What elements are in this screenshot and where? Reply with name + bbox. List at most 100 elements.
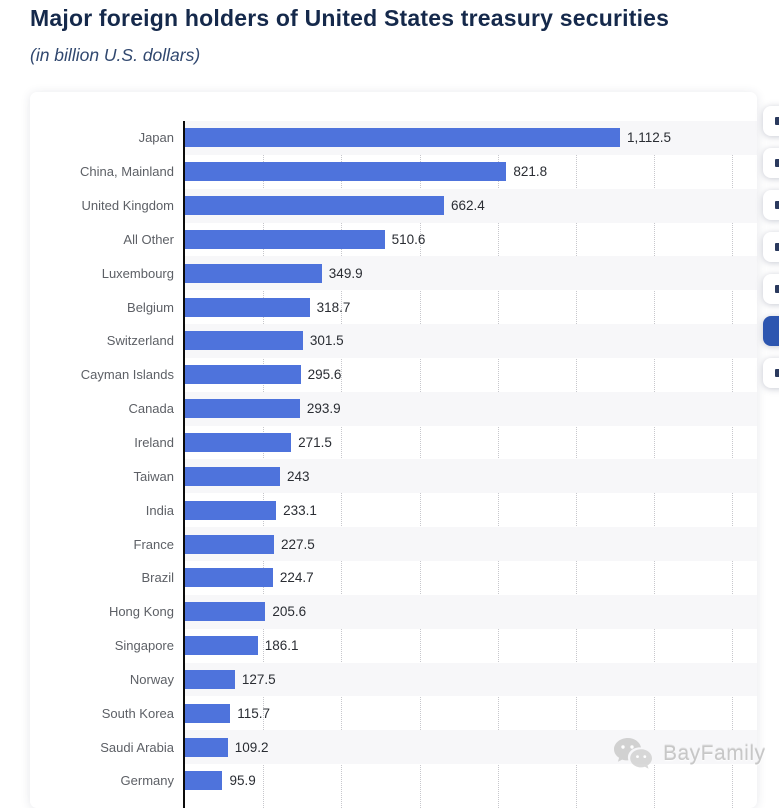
category-label: Norway (30, 662, 183, 697)
page-title: Major foreign holders of United States t… (30, 5, 670, 31)
plot-cell: 295.6 (183, 358, 757, 392)
category-label: France (30, 527, 183, 561)
tool-icon (775, 243, 779, 251)
value-label: 224.7 (279, 570, 314, 586)
tool-icon (775, 285, 779, 293)
bar[interactable] (185, 229, 385, 249)
value-label: 662.4 (450, 198, 485, 214)
toolbar-button-5[interactable] (763, 274, 779, 304)
value-label: 301.5 (309, 333, 344, 349)
plot-cell: 349.9 (183, 256, 757, 291)
category-label: South Korea (30, 696, 183, 731)
toolbar-button-4[interactable] (763, 232, 779, 262)
plot-cell: 271.5 (183, 426, 757, 460)
chart-row: Ireland 271.5 (30, 425, 757, 460)
bar[interactable] (185, 128, 620, 148)
plot-cell: 127.5 (183, 662, 757, 697)
chart-toolbar (763, 0, 779, 798)
value-label: 243 (287, 468, 310, 484)
value-label: 227.5 (280, 536, 315, 552)
chart-row: Taiwan 243 (30, 459, 757, 494)
toolbar-button-7[interactable] (763, 358, 779, 388)
plot-cell: 301.5 (183, 324, 757, 358)
chart-row: South Korea 115.7 (30, 696, 757, 731)
plot-cell: 205.6 (183, 594, 757, 629)
toolbar-button-3[interactable] (763, 190, 779, 220)
chart-row: Belgium 318.7 (30, 290, 757, 325)
chart-row: Brazil 224.7 (30, 560, 757, 595)
toolbar-button-1[interactable] (763, 106, 779, 136)
chart-row: United Kingdom 662.4 (30, 188, 757, 223)
bar[interactable] (185, 602, 266, 622)
chart-card: Japan 1,112.5 China, Mainland 821.8 United K… (30, 92, 757, 808)
bar[interactable] (185, 433, 292, 453)
category-label: Germany (30, 764, 183, 798)
plot-cell: 662.4 (183, 188, 757, 223)
category-label: India (30, 493, 183, 528)
category-label: Singapore (30, 628, 183, 663)
category-label: Japan (30, 121, 183, 155)
category-label: China, Mainland (30, 154, 183, 189)
bar[interactable] (185, 263, 322, 283)
value-label: 271.5 (298, 435, 332, 451)
value-label: 95.9 (229, 773, 256, 789)
chart-row: Norway 127.5 (30, 662, 757, 697)
chart-row: Canada 293.9 (30, 391, 757, 426)
value-label: 295.6 (307, 367, 342, 383)
chart-rows: Japan 1,112.5 China, Mainland 821.8 United K… (30, 121, 757, 798)
plot-cell: 510.6 (183, 223, 757, 257)
bar[interactable] (185, 297, 310, 317)
bar[interactable] (185, 196, 444, 216)
y-axis-line (183, 121, 185, 808)
category-label: Cayman Islands (30, 357, 183, 392)
value-label: 127.5 (241, 671, 276, 687)
category-label: Brazil (30, 560, 183, 595)
category-label: Canada (30, 391, 183, 426)
plot-cell: 186.1 (183, 629, 757, 663)
toolbar-button-6[interactable] (763, 316, 779, 346)
category-label: Taiwan (30, 459, 183, 494)
plot-cell: 115.7 (183, 696, 757, 730)
wechat-icon (612, 736, 654, 772)
category-label: Saudi Arabia (30, 730, 183, 765)
tool-icon (775, 159, 779, 167)
tool-icon (775, 369, 779, 377)
bar[interactable] (185, 737, 228, 757)
bar[interactable] (185, 534, 274, 554)
value-label: 349.9 (328, 265, 363, 281)
bar[interactable] (185, 771, 223, 791)
value-label: 186.1 (264, 638, 299, 654)
chart-row: Luxembourg 349.9 (30, 256, 757, 291)
chart-row: Cayman Islands 295.6 (30, 357, 757, 392)
bar[interactable] (185, 636, 258, 656)
chart-row: Japan 1,112.5 (30, 121, 757, 155)
plot-cell: 227.5 (183, 527, 757, 561)
tool-icon (775, 117, 779, 125)
bar[interactable] (185, 399, 300, 419)
watermark: BayFamily (612, 736, 766, 772)
bar[interactable] (185, 703, 231, 723)
plot-cell: 293.9 (183, 391, 757, 426)
page-subtitle: (in billion U.S. dollars) (30, 45, 201, 65)
chart-row: India 233.1 (30, 493, 757, 528)
chart-row: All Other 510.6 (30, 222, 757, 257)
bar[interactable] (185, 568, 273, 588)
bar[interactable] (185, 331, 303, 351)
value-label: 115.7 (237, 705, 271, 721)
toolbar-button-2[interactable] (763, 148, 779, 178)
plot-cell: 243 (183, 459, 757, 494)
category-label: Belgium (30, 290, 183, 325)
value-label: 510.6 (391, 231, 426, 247)
bar[interactable] (185, 500, 277, 520)
plot-cell: 318.7 (183, 290, 757, 324)
plot-cell: 95.9 (183, 764, 757, 798)
chart-row: Hong Kong 205.6 (30, 594, 757, 629)
category-label: Luxembourg (30, 256, 183, 291)
bar[interactable] (185, 466, 280, 486)
category-label: All Other (30, 222, 183, 257)
bar[interactable] (185, 365, 301, 385)
bar[interactable] (185, 162, 507, 182)
category-label: Ireland (30, 425, 183, 460)
value-label: 233.1 (283, 502, 317, 518)
bar[interactable] (185, 669, 235, 689)
